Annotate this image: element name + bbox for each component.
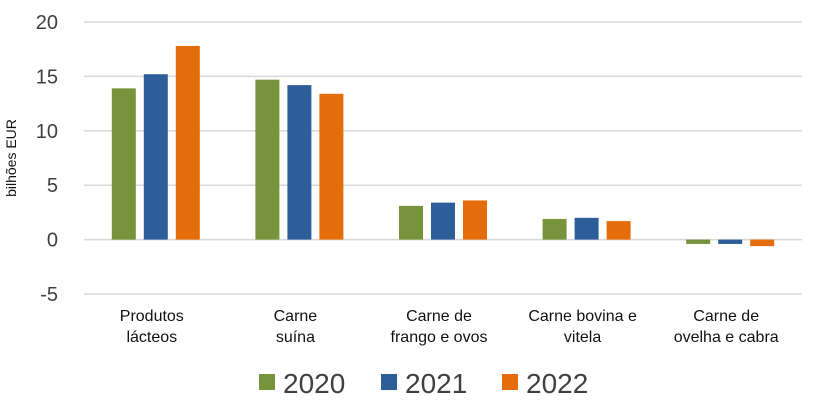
gridlines [84, 21, 802, 295]
bar-2021-4 [718, 239, 743, 244]
bars [111, 45, 775, 247]
y-axis-label: bilhões EUR [3, 119, 19, 197]
legend-swatch [502, 374, 518, 390]
legend-swatch [381, 374, 397, 390]
category-label: Produtos lácteos [120, 308, 184, 346]
legend-item-2022: 2022 [502, 368, 588, 399]
category-label: Carne suína [274, 308, 318, 346]
legend-swatch [259, 374, 275, 390]
y-tick-label: 15 [36, 66, 58, 88]
y-axis-ticks: -5 0 5 10 15 20 [36, 12, 58, 306]
y-tick-label: 10 [36, 121, 58, 143]
y-tick-label: 0 [47, 230, 58, 252]
bar-2021-0 [143, 74, 168, 240]
bar-2022-1 [319, 93, 344, 240]
legend-label: 2021 [405, 368, 467, 399]
y-tick-label: 5 [47, 175, 58, 197]
bar-2022-3 [606, 221, 631, 240]
bar-2022-2 [463, 200, 487, 240]
category-label: Carne de frango e ovos [391, 308, 488, 346]
category-label: Carne bovina e vitela [528, 308, 637, 346]
y-tick-label: -5 [40, 284, 58, 306]
bar-2021-1 [287, 85, 312, 240]
bar-2020-4 [686, 239, 711, 244]
category-label: Carne de ovelha e cabra [674, 308, 779, 346]
bar-2020-3 [542, 218, 567, 240]
legend-label: 2022 [526, 368, 588, 399]
bar-2022-0 [175, 45, 200, 240]
bar-2020-0 [111, 88, 136, 240]
legend-item-2021: 2021 [381, 368, 467, 399]
bar-2020-1 [255, 79, 280, 240]
bar-2022-4 [750, 239, 775, 247]
category-labels: Produtos lácteos Carne suína Carne de frango … [120, 308, 779, 346]
bar-2021-2 [431, 202, 455, 240]
y-tick-label: 20 [36, 12, 58, 34]
bar-2020-2 [399, 205, 423, 240]
legend-item-2020: 2020 [259, 368, 345, 399]
bar-2021-3 [574, 217, 599, 240]
legend: 2020 2021 2022 [259, 368, 588, 399]
legend-label: 2020 [283, 368, 345, 399]
